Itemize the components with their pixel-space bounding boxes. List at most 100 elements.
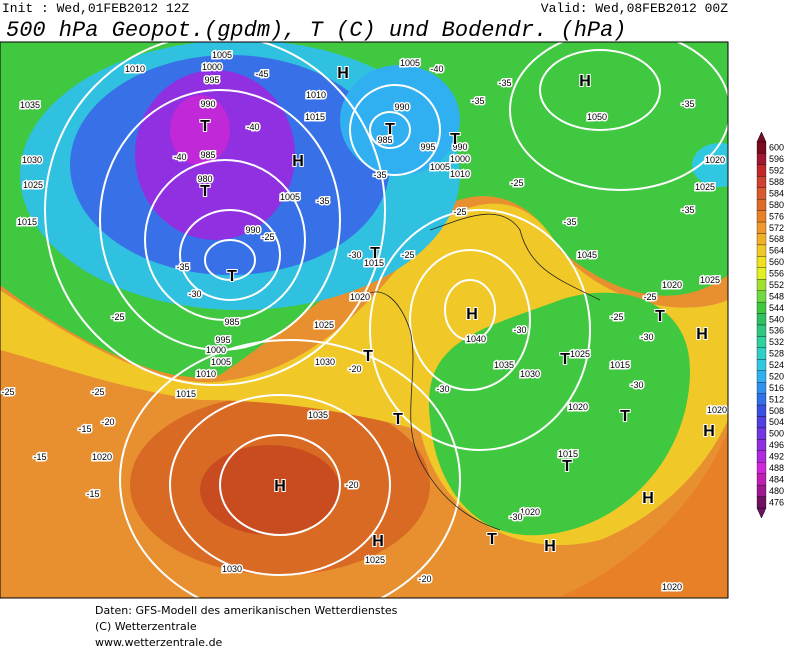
scale-label: 476 [769,497,784,507]
scale-swatch [756,382,767,394]
scale-label: 512 [769,394,784,404]
scale-swatch [756,176,767,188]
scale-label: 488 [769,463,784,473]
scale-label: 544 [769,303,784,313]
init-time: Init : Wed,01FEB2012 12Z [2,1,189,16]
isobars [44,42,728,598]
isoline-label: 985 [200,150,215,160]
scale-label: 552 [769,280,784,290]
isoline-label: -35 [176,262,189,272]
isoline-label: -20 [345,480,358,490]
scale-swatch [756,233,767,246]
isoline-label: -25 [1,387,14,397]
isoline-label: 990 [245,225,260,235]
isoline-label: 1025 [23,180,43,190]
scale-swatch [756,336,767,349]
pressure-center: T [450,131,460,148]
scale-label: 568 [769,234,784,244]
pressure-center: T [487,531,497,548]
isoline-label: 1010 [306,90,326,100]
isoline-label: 1025 [695,182,715,192]
scale-end [756,507,767,519]
isoline-label: -30 [513,325,526,335]
scale-swatch [756,313,767,326]
isoline-label: 1020 [568,402,588,412]
isoline-label: -30 [436,384,449,394]
scale-swatch [756,210,767,223]
isoline-label: 1015 [176,389,196,399]
pressure-center: H [703,423,715,440]
scale-label: 580 [769,200,784,210]
footer-line: www.wetterzentrale.de [95,636,223,648]
pressure-center: H [337,65,349,82]
isoline-label: 995 [420,142,435,152]
scale-swatch [756,393,767,406]
scale-label: 480 [769,486,784,496]
scale-swatch [756,404,767,417]
map-title: 500 hPa Geopot.(gpdm), T (C) und Bodendr… [6,18,627,43]
isoline-label: -25 [610,312,623,322]
pressure-center: T [200,183,210,200]
pressure-center: H [642,490,654,507]
scale-label: 528 [769,349,784,359]
isoline-label: 1015 [17,217,37,227]
isoline-label: 1005 [211,357,231,367]
pressure-center: H [696,326,708,343]
isoline-label: 1005 [430,162,450,172]
isoline-label: 1045 [577,250,597,260]
isoline-label: 1040 [466,334,486,344]
isoline-label: 1020 [705,155,725,165]
isoline-label: 995 [215,335,230,345]
scale-label: 536 [769,326,784,336]
color-scale: 6005965925885845805765725685645605565525… [756,131,784,519]
scale-swatch [756,359,767,371]
scale-label: 540 [769,314,784,324]
scale-label: 588 [769,177,784,187]
isoline-label: 990 [452,142,467,152]
scale-swatch [756,267,767,280]
isoline-label: -30 [509,512,522,522]
scale-swatch [756,496,767,509]
isoline-label: 1020 [92,452,112,462]
isoline-label: 1030 [22,155,42,165]
scale-label: 532 [769,337,784,347]
isoline-label: 985 [224,317,239,327]
isoline-label: 1000 [206,345,226,355]
cold-area [692,143,728,187]
isoline-label: -40 [173,152,186,162]
isoline-label: -25 [453,207,466,217]
isoline-label: 1010 [450,169,470,179]
cold-area [340,65,460,175]
scale-label: 500 [769,429,784,439]
scale-label: 572 [769,223,784,233]
isoline-label: 1015 [305,112,325,122]
map-labels: 1035103010251015101010051000995-45990985… [0,49,728,594]
isoline-label: 1025 [365,555,385,565]
scale-swatch [756,416,767,429]
isoline-label: 1020 [520,507,540,517]
isoline-label: 990 [394,102,409,112]
isoline-label: 1035 [494,360,514,370]
isoline-label: 1030 [222,564,242,574]
isoline-label: -25 [91,387,104,397]
map-area: 1035103010251015101010051000995-45990985… [0,42,728,598]
isoline-label: 1020 [662,280,682,290]
isoline-label: 1015 [364,258,384,268]
scale-swatch [756,324,767,337]
isoline-label: 1000 [450,154,470,164]
isoline-label: 985 [377,135,392,145]
isoline-label: -30 [640,332,653,342]
isoline-label: -20 [418,574,431,584]
pressure-center: T [200,118,210,135]
isoline-label: -20 [348,364,361,374]
isoline-label: -40 [430,64,443,74]
scale-label: 592 [769,166,784,176]
isoline-label: 980 [197,174,212,184]
pressure-center: T [370,245,380,262]
pressure-center: T [655,308,665,325]
scale-swatch [756,450,767,463]
footer-line: Daten: GFS-Modell des amerikanischen Wet… [95,604,398,617]
isoline-label: 990 [200,99,215,109]
isoline-label: 1035 [308,410,328,420]
